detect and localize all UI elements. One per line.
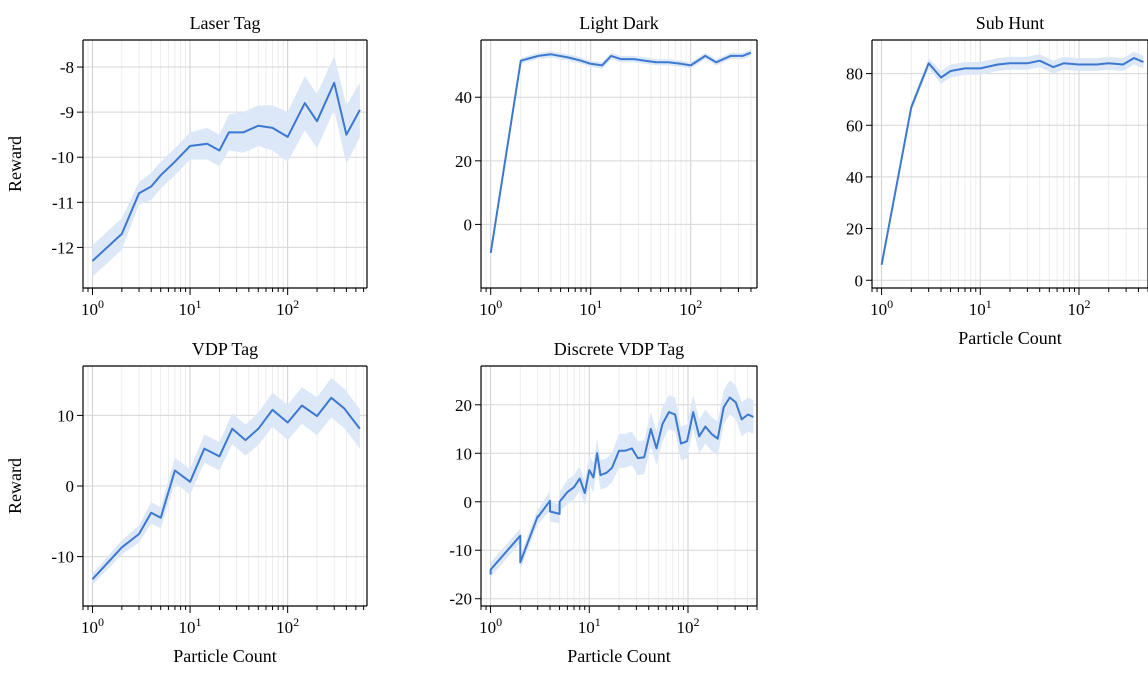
x-tick-label: 100 xyxy=(81,615,104,637)
x-tick-exponent: 2 xyxy=(696,297,702,311)
x-tick-label: 100 xyxy=(870,297,893,319)
x-tick-exponent: 0 xyxy=(98,297,104,311)
x-tick-label: 100 xyxy=(479,615,502,637)
y-tick-label: 60 xyxy=(846,116,863,135)
chart-title: Light Dark xyxy=(579,13,658,33)
x-tick-base: 10 xyxy=(81,618,98,637)
x-tick-base: 10 xyxy=(969,300,986,319)
x-tick-base: 10 xyxy=(677,618,694,637)
x-tick-exponent: 1 xyxy=(596,297,602,311)
x-tick-label: 102 xyxy=(276,615,299,637)
x-axis-label: Particle Count xyxy=(958,328,1061,348)
grid xyxy=(481,366,757,606)
y-tick-label: -10 xyxy=(51,548,74,567)
y-tick-label: 0 xyxy=(855,271,864,290)
x-tick-exponent: 1 xyxy=(595,615,601,629)
series-line xyxy=(489,51,752,254)
grid xyxy=(481,40,757,288)
confidence-band xyxy=(490,380,754,582)
chart-title: Laser Tag xyxy=(190,13,261,33)
x-tick-base: 10 xyxy=(81,300,98,319)
x-tick-exponent: 1 xyxy=(986,297,992,311)
series-line xyxy=(489,396,754,575)
x-tick-exponent: 0 xyxy=(98,615,104,629)
y-tick-label: -10 xyxy=(449,541,472,560)
x-tick-label: 101 xyxy=(969,297,992,319)
x-tick-exponent: 0 xyxy=(887,297,893,311)
y-tick-label: -9 xyxy=(60,103,74,122)
y-tick-label: -11 xyxy=(52,193,74,212)
y-tick-label: 10 xyxy=(455,444,472,463)
grid xyxy=(83,40,367,288)
x-tick-base: 10 xyxy=(479,618,496,637)
y-tick-label: 20 xyxy=(455,152,472,171)
y-tick-label: 10 xyxy=(57,406,74,425)
x-tick-base: 10 xyxy=(1068,300,1085,319)
x-tick-base: 10 xyxy=(579,300,596,319)
x-axis-label: Particle Count xyxy=(567,646,670,666)
x-tick-exponent: 2 xyxy=(694,615,700,629)
y-tick-label: 80 xyxy=(846,65,863,84)
y-tick-label: 40 xyxy=(846,168,863,187)
x-tick-label: 102 xyxy=(276,297,299,319)
y-tick-label: 20 xyxy=(846,220,863,239)
y-tick-label: -10 xyxy=(51,148,74,167)
chart-title: VDP Tag xyxy=(192,339,258,359)
x-tick-base: 10 xyxy=(479,300,496,319)
x-tick-label: 102 xyxy=(677,615,700,637)
x-tick-base: 10 xyxy=(179,300,196,319)
x-tick-exponent: 0 xyxy=(496,297,502,311)
x-tick-exponent: 2 xyxy=(293,615,299,629)
x-tick-label: 100 xyxy=(479,297,502,319)
x-tick-base: 10 xyxy=(276,300,293,319)
y-axis-label: Reward xyxy=(5,136,25,192)
series-line xyxy=(91,396,361,580)
x-tick-exponent: 1 xyxy=(196,615,202,629)
chart-title: Sub Hunt xyxy=(976,13,1045,33)
x-tick-label: 102 xyxy=(679,297,702,319)
y-tick-label: 0 xyxy=(464,493,473,512)
x-axis-label: Particle Count xyxy=(173,646,276,666)
x-tick-label: 101 xyxy=(179,615,202,637)
chart-title: Discrete VDP Tag xyxy=(554,339,684,359)
x-tick-base: 10 xyxy=(870,300,887,319)
x-tick-label: 101 xyxy=(179,297,202,319)
x-tick-label: 100 xyxy=(81,297,104,319)
y-tick-label: 40 xyxy=(455,88,472,107)
x-tick-base: 10 xyxy=(276,618,293,637)
y-tick-label: 20 xyxy=(455,396,472,415)
x-tick-exponent: 1 xyxy=(196,297,202,311)
x-tick-label: 101 xyxy=(579,297,602,319)
confidence-band xyxy=(92,55,360,277)
x-tick-exponent: 2 xyxy=(293,297,299,311)
y-tick-label: 0 xyxy=(66,477,75,496)
x-tick-exponent: 0 xyxy=(496,615,502,629)
x-tick-base: 10 xyxy=(179,618,196,637)
x-tick-exponent: 2 xyxy=(1085,297,1091,311)
y-tick-label: -12 xyxy=(51,238,74,257)
x-tick-base: 10 xyxy=(578,618,595,637)
y-tick-label: -20 xyxy=(449,590,472,609)
x-tick-base: 10 xyxy=(679,300,696,319)
confidence-band xyxy=(92,378,360,585)
series-line xyxy=(880,57,1144,265)
x-tick-label: 102 xyxy=(1068,297,1091,319)
y-tick-label: 0 xyxy=(464,215,473,234)
x-tick-label: 101 xyxy=(578,615,601,637)
grid xyxy=(872,40,1148,288)
y-axis-label: Reward xyxy=(5,458,25,514)
series-line xyxy=(91,81,361,262)
y-tick-label: -8 xyxy=(60,58,74,77)
